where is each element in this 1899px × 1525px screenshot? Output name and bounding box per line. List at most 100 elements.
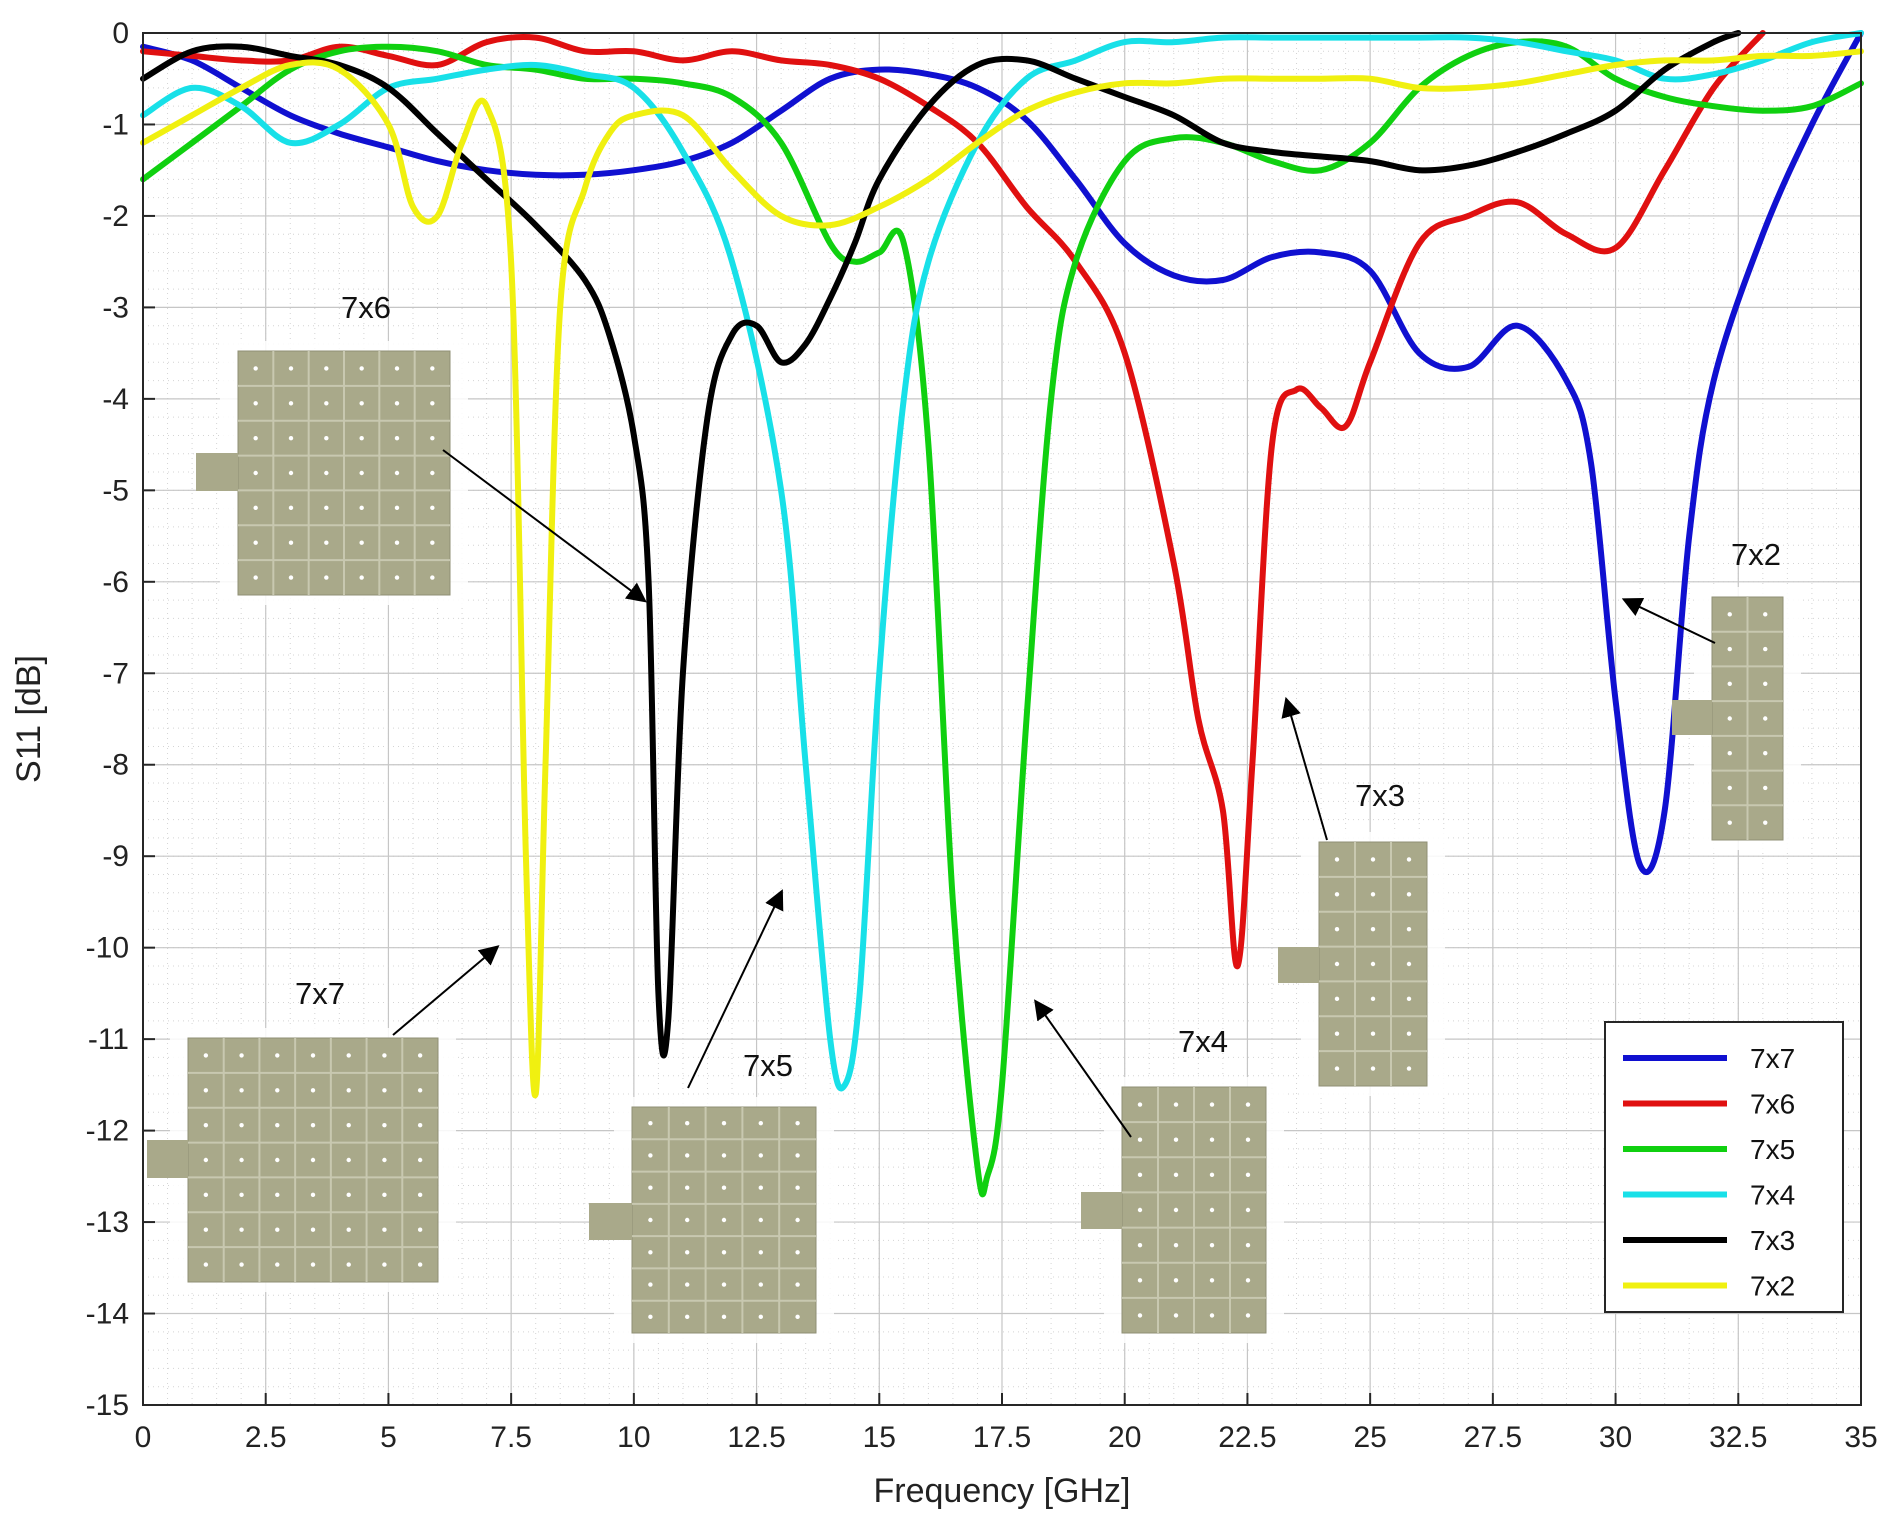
patch-via	[239, 1262, 244, 1267]
patch-via	[648, 1250, 653, 1255]
patch-via	[203, 1122, 209, 1128]
patch-via	[1137, 1137, 1143, 1142]
patch-via	[1173, 1137, 1179, 1142]
inset-label: 7x3	[1355, 778, 1405, 813]
patch-via	[648, 1185, 653, 1190]
patch-via	[203, 1227, 209, 1232]
patch-via	[758, 1314, 763, 1320]
patch-via	[685, 1120, 690, 1126]
inset-7x5: 7x5	[589, 889, 834, 1343]
patch-via	[1406, 892, 1412, 897]
patch-via	[239, 1157, 244, 1163]
x-tick-label: 2.5	[245, 1421, 287, 1454]
legend-label-7x2: 7x2	[1750, 1271, 1795, 1302]
patch-via	[394, 401, 400, 406]
patch-via	[203, 1192, 209, 1198]
patch-via	[1334, 1031, 1340, 1036]
patch-via	[685, 1250, 690, 1255]
inset-label: 7x2	[1731, 537, 1781, 572]
inset-label: 7x7	[295, 976, 345, 1011]
y-tick-label: -12	[86, 1115, 129, 1148]
x-tick-label: 32.5	[1709, 1421, 1767, 1454]
legend-label-7x7: 7x7	[1750, 1043, 1795, 1074]
patch-via	[1245, 1278, 1251, 1283]
patch-via	[1727, 612, 1732, 617]
patch-via	[1727, 820, 1732, 825]
patch-via	[1727, 751, 1732, 756]
patch-via	[721, 1314, 727, 1320]
patch-via	[648, 1153, 653, 1158]
inset-7x2: 7x2	[1621, 537, 1801, 850]
inset-7x7: 7x7	[147, 945, 500, 1292]
patch-via	[346, 1262, 351, 1267]
patch-via	[324, 575, 329, 580]
patch-via	[253, 540, 258, 545]
patch-via	[1209, 1102, 1215, 1107]
y-tick-label: 0	[112, 17, 129, 50]
patch-via	[253, 366, 258, 371]
patch-via	[1245, 1172, 1251, 1178]
patch-via	[1370, 1066, 1376, 1071]
patch-via	[382, 1157, 387, 1163]
x-tick-label: 27.5	[1464, 1421, 1522, 1454]
patch-via	[430, 505, 435, 511]
patch-via	[1209, 1313, 1215, 1318]
patch-via	[1763, 716, 1768, 721]
x-tick-label: 10	[617, 1421, 650, 1454]
patch-via	[1137, 1172, 1143, 1178]
patch-via	[1245, 1242, 1251, 1248]
patch-via	[346, 1227, 351, 1232]
patch-via	[324, 540, 329, 545]
patch-via	[239, 1122, 244, 1128]
patch-via	[394, 505, 400, 511]
patch-via	[310, 1192, 316, 1198]
x-tick-label: 25	[1353, 1421, 1386, 1454]
series-line-7x3	[140, 30, 1742, 1059]
patch-via	[1173, 1278, 1179, 1283]
patch-via	[721, 1217, 727, 1223]
patch-via	[430, 401, 435, 406]
x-tick-label: 35	[1844, 1421, 1877, 1454]
patch-via	[1209, 1207, 1215, 1213]
inset-7x3: 7x3	[1278, 696, 1445, 1096]
patch-via	[1137, 1278, 1143, 1283]
patch-via	[795, 1153, 800, 1158]
series-line-7x5	[140, 38, 1864, 1198]
patch-via	[758, 1153, 763, 1158]
patch-via	[795, 1185, 800, 1190]
patch-via	[1406, 1031, 1412, 1036]
patch-via	[1727, 681, 1732, 686]
patch-via	[288, 575, 294, 580]
patch-via	[758, 1282, 763, 1287]
patch-via	[685, 1185, 690, 1190]
patch-via	[721, 1282, 727, 1287]
patch-via	[382, 1192, 387, 1198]
patch-via	[288, 505, 294, 511]
inset-label: 7x4	[1178, 1024, 1228, 1059]
patch-via	[1406, 961, 1412, 967]
patch-via	[1370, 961, 1376, 967]
antenna-feed	[147, 1140, 188, 1178]
patch-via	[346, 1157, 351, 1163]
patch-via	[430, 575, 435, 580]
x-tick-label: 7.5	[490, 1421, 532, 1454]
patch-via	[1245, 1313, 1251, 1318]
patch-via	[1173, 1207, 1179, 1213]
inset-arrow	[1034, 999, 1132, 1138]
patch-via	[1727, 646, 1732, 652]
patch-via	[288, 401, 294, 406]
patch-via	[310, 1157, 316, 1163]
patch-via	[1763, 785, 1768, 791]
patch-via	[430, 366, 435, 371]
y-tick-label: -14	[86, 1298, 129, 1331]
patch-via	[382, 1053, 387, 1058]
patch-via	[1763, 820, 1768, 825]
patch-via	[1370, 892, 1376, 897]
series-line-7x2	[140, 48, 1864, 1099]
patch-via	[1763, 646, 1768, 652]
patch-via	[359, 401, 364, 406]
patch-via	[239, 1088, 244, 1093]
patch-via	[1173, 1102, 1179, 1107]
patch-via	[275, 1088, 280, 1093]
patch-via	[359, 540, 364, 545]
